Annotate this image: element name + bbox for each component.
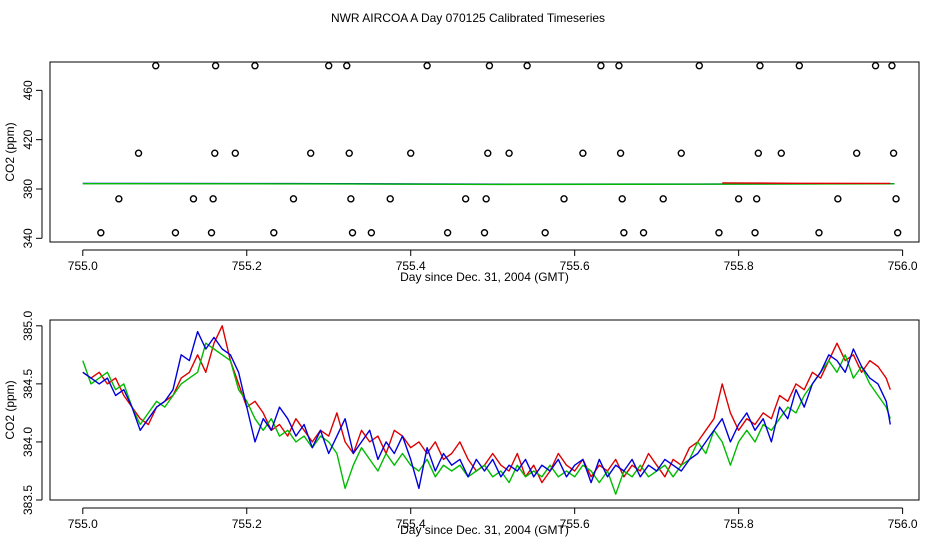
data-point [461, 195, 470, 203]
data-point [892, 195, 900, 203]
x-tick-label: 756.0 [888, 259, 918, 273]
data-point [777, 149, 785, 157]
data-point [270, 229, 278, 237]
data-point [171, 229, 180, 237]
y-tick-label: 383.5 [21, 485, 35, 515]
data-point [616, 149, 625, 157]
series-line [82, 330, 891, 490]
plot-frame [49, 319, 920, 501]
data-point [211, 61, 220, 70]
data-point [423, 61, 431, 70]
data-point [659, 195, 667, 203]
data-point [307, 149, 315, 157]
data-point [523, 61, 531, 70]
data-point [209, 195, 217, 203]
data-point [695, 61, 703, 70]
data-point [480, 229, 489, 237]
y-tick-label: 340 [21, 228, 35, 248]
data-point [754, 149, 763, 157]
data-point [189, 195, 198, 203]
data-point [152, 61, 160, 70]
data-point [251, 61, 259, 70]
x-tick-label: 755.0 [68, 259, 98, 273]
x-tick-label: 755.8 [724, 517, 754, 531]
data-point [756, 61, 764, 70]
data-point [289, 195, 298, 203]
data-point [893, 229, 902, 237]
data-point [505, 149, 513, 157]
data-point [347, 195, 355, 203]
data-point [852, 149, 861, 157]
x-tick-label: 755.0 [68, 517, 98, 531]
data-point [407, 149, 415, 157]
data-point [484, 149, 492, 157]
data-point [597, 61, 605, 70]
data-point [618, 195, 626, 203]
data-point [715, 229, 723, 237]
data-point [485, 61, 494, 70]
data-point [343, 61, 351, 70]
data-point [115, 195, 123, 203]
x-axis-label: Day since Dec. 31, 2004 (GMT) [400, 523, 569, 537]
data-point [579, 149, 587, 157]
y-tick-label: 384.0 [21, 427, 35, 457]
figure-title: NWR AIRCOA A Day 070125 Calibrated Times… [331, 11, 605, 25]
data-point [443, 229, 452, 237]
data-point [134, 149, 143, 157]
data-point [815, 229, 823, 237]
data-point [482, 195, 490, 203]
data-point [231, 149, 239, 157]
data-point [795, 61, 804, 70]
x-tick-label: 756.0 [888, 517, 918, 531]
y-tick-label: 385.0 [21, 310, 35, 340]
data-point [734, 195, 743, 203]
y-tick-label: 384.5 [21, 369, 35, 399]
y-axis-label: CO2 (ppm) [3, 122, 17, 181]
data-point [620, 229, 628, 237]
data-point [639, 229, 648, 237]
x-tick-label: 755.6 [560, 259, 590, 273]
data-point [560, 195, 568, 203]
x-axis-label: Day since Dec. 31, 2004 (GMT) [400, 270, 569, 284]
x-tick-label: 755.6 [560, 517, 590, 531]
data-point [834, 195, 842, 203]
data-point [211, 149, 219, 157]
data-point [345, 149, 353, 157]
data-point [615, 61, 623, 70]
x-tick-label: 755.2 [232, 517, 262, 531]
y-tick-label: 380 [21, 179, 35, 199]
y-tick-label: 420 [21, 129, 35, 149]
data-point [889, 149, 898, 157]
data-point [207, 229, 216, 237]
data-point [325, 61, 333, 70]
data-point [541, 229, 549, 237]
x-tick-label: 755.8 [724, 259, 754, 273]
data-point [752, 195, 761, 203]
series-line [82, 183, 895, 186]
data-point [677, 149, 685, 157]
y-tick-label: 460 [21, 80, 35, 100]
bottom-panel: 755.0 755.2 755.4 755.6 755.8 756.0 Day since … [3, 310, 920, 537]
plot-frame [49, 61, 920, 243]
series-line [82, 325, 891, 484]
series-line [722, 182, 891, 185]
y-axis-label: CO2 (ppm) [3, 380, 17, 439]
series-line [82, 342, 891, 495]
data-point [386, 195, 394, 203]
data-point [97, 229, 105, 237]
data-point [871, 61, 880, 70]
top-panel: 755.0 755.2 755.4 755.6 755.8 756.0 Day since … [3, 61, 920, 284]
x-tick-label: 755.4 [396, 259, 426, 273]
x-tick-label: 755.2 [232, 259, 262, 273]
data-point [751, 229, 759, 237]
data-point [367, 229, 376, 237]
data-point [348, 229, 357, 237]
x-tick-label: 755.4 [396, 517, 426, 531]
data-point [888, 61, 896, 70]
